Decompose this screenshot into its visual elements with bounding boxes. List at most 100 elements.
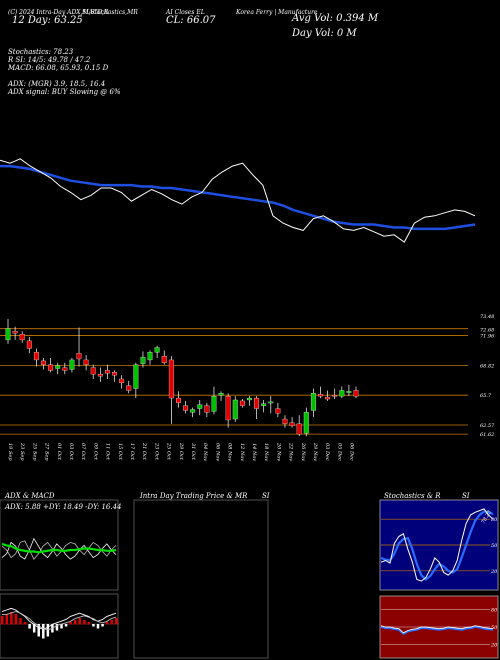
macd-histogram-bar xyxy=(23,622,27,625)
date-label: 09 Oct xyxy=(92,443,98,461)
stat-stochastics: Stochastics: 78.23 xyxy=(8,48,74,56)
rsi-level-label: 50 xyxy=(491,625,498,631)
candle-body xyxy=(332,395,338,397)
candle-body xyxy=(97,374,103,377)
macd-histogram-bar xyxy=(55,624,59,631)
macd-histogram-bar xyxy=(96,624,100,629)
macd-histogram-bar xyxy=(101,624,104,627)
candle-body xyxy=(19,334,25,341)
stoch-d-line xyxy=(380,510,494,581)
candle-body xyxy=(183,405,189,411)
date-label: 12 Nov xyxy=(239,443,245,461)
date-label: 18 Nov xyxy=(263,443,269,461)
date-label: 03 Oct xyxy=(68,443,74,461)
stoch-level-label: 20 xyxy=(490,569,498,575)
macd-histogram-bar xyxy=(78,618,82,625)
candle-body xyxy=(225,396,231,421)
date-label: 06 Nov xyxy=(214,443,220,461)
date-label: 17 Oct xyxy=(129,443,135,461)
header-topline-2: SI,Stochastics,MR xyxy=(82,9,138,16)
macd-histogram-bar xyxy=(87,622,91,625)
price-level-label: 72.68 xyxy=(480,328,494,334)
candle-body xyxy=(232,399,238,420)
date-label: 01 Oct xyxy=(56,443,62,461)
candle-body xyxy=(190,409,196,413)
macd-histogram-bar xyxy=(105,622,109,625)
date-label: 21 Oct xyxy=(141,442,147,461)
date-label: 23 Sep xyxy=(19,442,25,461)
date-label: 29 Oct xyxy=(178,442,184,461)
price-level-label: 65.7 xyxy=(480,393,492,399)
candle-body xyxy=(204,405,210,413)
macd-histogram-bar xyxy=(28,624,31,629)
stoch-panel-title-2: SI xyxy=(462,492,470,500)
stoch-level-label: 50 xyxy=(491,543,498,549)
rsi-line xyxy=(380,625,494,634)
candle-body xyxy=(275,408,281,414)
date-label: 31 Oct xyxy=(190,443,196,461)
macd-histogram-bar xyxy=(64,624,68,627)
date-label: 14 Nov xyxy=(251,443,257,461)
candle-body xyxy=(282,418,288,424)
candle-body xyxy=(112,372,117,376)
candle-body xyxy=(69,359,75,370)
candle-body xyxy=(289,422,295,426)
date-label: 29 Nov xyxy=(312,442,318,461)
header-close: CL: 66.07 xyxy=(166,15,216,26)
macd-histogram-bar xyxy=(73,620,77,625)
candle-body xyxy=(339,390,345,397)
plus-di-line xyxy=(1,537,117,560)
candle-body xyxy=(12,331,18,334)
candle-body xyxy=(303,412,309,434)
adx-panel-values: ADX: 5.88 +DY: 18.49 -DY: 16.44 xyxy=(5,503,122,511)
candle-body xyxy=(161,355,167,363)
date-label: 19 Sep xyxy=(7,443,13,461)
date-label: 03 Dec xyxy=(324,443,330,461)
macd-histogram-bar xyxy=(10,612,13,625)
candle-body xyxy=(26,340,32,349)
date-label: 11 Oct xyxy=(105,443,111,461)
candle-body xyxy=(104,370,110,374)
candle-body xyxy=(90,367,96,375)
date-label: 07 Oct xyxy=(80,443,86,461)
macd-histogram-bar xyxy=(69,622,72,625)
macd-histogram-bar xyxy=(42,624,45,639)
price-level-label: 71.96 xyxy=(480,334,495,340)
candle-body xyxy=(126,385,132,391)
candle-body xyxy=(239,400,245,406)
candle-body xyxy=(55,365,61,369)
date-label: 25 Sep xyxy=(31,442,37,461)
price-level-label: 61.62 xyxy=(480,432,494,438)
date-label: 15 Oct xyxy=(117,443,123,461)
date-label: 06 Dec xyxy=(349,443,355,461)
macd-histogram-bar xyxy=(5,614,9,625)
candle-body xyxy=(140,356,146,364)
candle-body xyxy=(168,359,174,399)
macd-panel xyxy=(0,593,119,659)
macd-histogram-bar xyxy=(19,618,22,625)
price-level-label: 73.48 xyxy=(480,314,494,320)
macd-histogram-bar xyxy=(115,618,118,625)
stat-macd: MACD: 66.08, 65.93, 0.15 D xyxy=(8,64,109,72)
header-company: Korea Ferry | Manufacture xyxy=(236,9,318,16)
avg-vol: Avg Vol: 0.394 M xyxy=(292,13,379,24)
candle-body xyxy=(33,352,39,361)
candle-body xyxy=(119,378,125,383)
header-topline: (C) 2024 Intra-Day ADX,MACD,R xyxy=(8,9,109,16)
candle-body xyxy=(346,391,352,393)
stat-rsi: R SI: 14/5: 49.78 / 47.2 xyxy=(8,56,91,64)
header-ticker: AI Closes EL xyxy=(166,9,205,16)
rsi-level-label: 80 xyxy=(491,608,498,614)
macd-histogram-bar xyxy=(1,616,4,625)
intraday-panel xyxy=(133,499,269,659)
adx-panel-title: ADX & MACD xyxy=(5,492,55,500)
candle-body xyxy=(154,347,160,353)
stoch-level-label: 80 xyxy=(491,517,498,523)
candle-body xyxy=(197,404,203,409)
candle-body xyxy=(325,396,331,400)
candle-body xyxy=(310,393,316,411)
macd-signal-line xyxy=(2,611,117,631)
price-level-label: 68.82 xyxy=(480,363,494,369)
macd-histogram-bar xyxy=(37,624,40,637)
candle-body xyxy=(353,390,359,397)
